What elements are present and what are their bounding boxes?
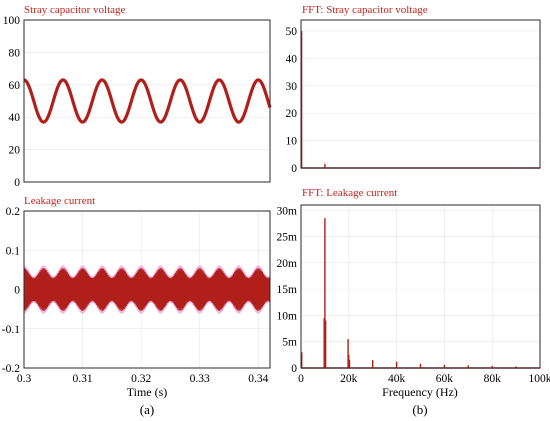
y-tick-label: -0.2 [2, 363, 20, 375]
y-tick-label: 10m [277, 310, 298, 322]
x-tick-label: 20k [340, 373, 358, 385]
x-tick-label: 0.3 [17, 373, 32, 385]
chart-title: FFT: Leakage current [302, 187, 397, 199]
x-tick-label: 40k [388, 373, 406, 385]
x-axis-label: Time (s) [127, 385, 168, 399]
y-tick-label: 30 [286, 81, 298, 93]
series-line-stray-voltage [22, 78, 272, 124]
y-tick-label: 0 [291, 163, 297, 175]
y-tick-label: 0 [291, 363, 297, 375]
series-line-leakage-current [23, 267, 271, 312]
x-tick-label: 0.33 [190, 373, 210, 385]
y-tick-label: -0.1 [2, 324, 20, 336]
x-tick-label: 100k [529, 373, 550, 385]
y-tick-label: 25m [277, 232, 298, 244]
y-tick-label: 40 [286, 53, 298, 65]
x-tick-label: 0.31 [73, 373, 93, 385]
chart-title: FFT: Stray capacitor voltage [302, 4, 428, 16]
y-tick-label: 0.2 [6, 206, 21, 218]
panel-fft-stray-voltage: FFT: Stray capacitor voltage 0 10 20 30 40 50 [286, 4, 541, 175]
y-tick-label: 100 [3, 15, 21, 27]
y-tick-label: 0.1 [6, 245, 21, 257]
x-tick-label: 60k [436, 373, 454, 385]
chart-title: Stray capacitor voltage [24, 4, 126, 16]
y-tick-label: 60 [9, 80, 21, 92]
y-tick-label: 40 [9, 112, 21, 124]
y-tick-label: 80 [9, 47, 21, 59]
y-tick-label: 10 [286, 136, 298, 148]
plot-frame [300, 204, 541, 369]
panel-leakage-current: Leakage current -0.2 -0.1 0 0.1 0.2 0.3 0.31 0… [2, 195, 271, 399]
y-tick-label: 5m [282, 337, 297, 349]
y-tick-label: 20 [286, 108, 298, 120]
caption-b: (b) [412, 402, 427, 417]
y-tick-label: 0 [14, 177, 20, 189]
plot-frame [23, 19, 271, 183]
panel-fft-leakage-current: FFT: Leakage current 05m10m15m20m25m30m … [277, 187, 550, 399]
y-tick-label: 0 [14, 285, 20, 297]
panel-stray-voltage: Stray capacitor voltage 0 20 40 60 80 100 [3, 4, 272, 189]
y-tick-label: 50 [286, 26, 298, 38]
x-tick-label: 0 [298, 373, 304, 385]
y-tick-label: 15m [277, 284, 298, 296]
plot-frame [300, 19, 541, 169]
plot-frame [23, 210, 271, 369]
x-tick-label: 80k [484, 373, 502, 385]
x-tick-label: 0.34 [248, 373, 268, 385]
x-axis-label: Frequency (Hz) [382, 385, 458, 399]
y-tick-label: 20 [9, 145, 21, 157]
x-tick-label: 0.32 [131, 373, 151, 385]
caption-a: (a) [140, 402, 154, 417]
y-tick-label: 30m [277, 205, 298, 217]
chart-title: Leakage current [24, 195, 95, 207]
y-tick-label: 20m [277, 258, 298, 270]
